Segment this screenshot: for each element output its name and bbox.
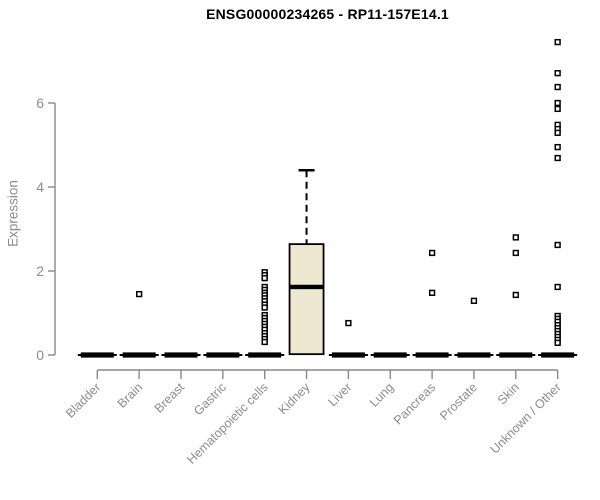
outlier-point [261,338,268,346]
outlier-point [512,234,519,241]
outlier-point [554,70,561,77]
median-bar [541,352,575,358]
boxplot-unknown-other [538,38,578,358]
y-tick-label: 2 [36,263,44,279]
median-bar [331,352,365,358]
median-bar [122,352,156,358]
outlier-point [345,319,352,327]
outlier-point [554,105,561,113]
x-tick-label-skin: Skin [495,380,522,407]
outlier-point [554,99,561,107]
boxplot-breast [161,352,201,358]
outlier-point [470,297,478,304]
boxplot-hematopoietic-cells [245,269,285,358]
outlier-point [554,129,561,136]
median-bar [289,284,324,290]
outlier-point [512,291,519,299]
boxplot-bladder [77,352,117,358]
x-tick-label-kidney: Kidney [276,380,313,417]
box [288,243,325,356]
outlier-point [261,304,268,311]
median-bar [206,352,240,358]
boxplot-brain [119,290,159,358]
x-tick-label-brain: Brain [115,380,146,411]
outlier-point [261,274,268,282]
y-tick-label: 6 [36,95,44,111]
outlier-point [554,283,561,291]
median-bar [373,352,407,358]
outlier-point [136,290,143,298]
boxplot-liver [328,319,368,358]
outlier-point [554,143,561,151]
outlier-point [512,249,519,257]
outlier-point [554,38,561,46]
x-tick-label-liver: Liver [325,380,354,409]
median-bar [457,352,491,358]
median-bar [499,352,533,358]
x-tick-label-prostate: Prostate [437,380,480,423]
x-tick-label-breast: Breast [152,380,188,416]
boxplot-lung [370,352,410,358]
median-bar [248,352,282,358]
x-tick-label-gastric: Gastric [191,380,229,418]
outlier-point [554,154,561,162]
x-tick-label-bladder: Bladder [63,380,103,420]
boxplot-pancreas [412,249,452,358]
median-bar [80,352,114,358]
x-tick-label-unknown-other: Unknown / Other [488,380,564,456]
outlier-point [428,249,436,257]
boxplot-kidney [288,168,325,356]
boxplot-gastric [203,352,243,358]
x-tick-label-pancreas: Pancreas [391,380,438,427]
boxplot-skin [496,234,536,358]
median-bar [164,352,198,358]
y-tick-label: 0 [36,347,44,363]
boxplot-prostate [454,297,494,358]
outlier-point [428,289,436,296]
outlier-point [554,83,561,91]
x-tick-label-hematopoietic-cells: Hematopoietic cells [184,380,271,467]
x-tick-label-lung: Lung [367,380,397,410]
outlier-point [554,339,561,346]
y-axis: 0 2 4 6 [36,95,56,363]
median-bar [415,352,449,358]
chart-title: ENSG00000234265 - RP11-157E14.1 [206,6,449,22]
y-tick-label: 4 [36,179,44,195]
outlier-point [554,241,561,249]
